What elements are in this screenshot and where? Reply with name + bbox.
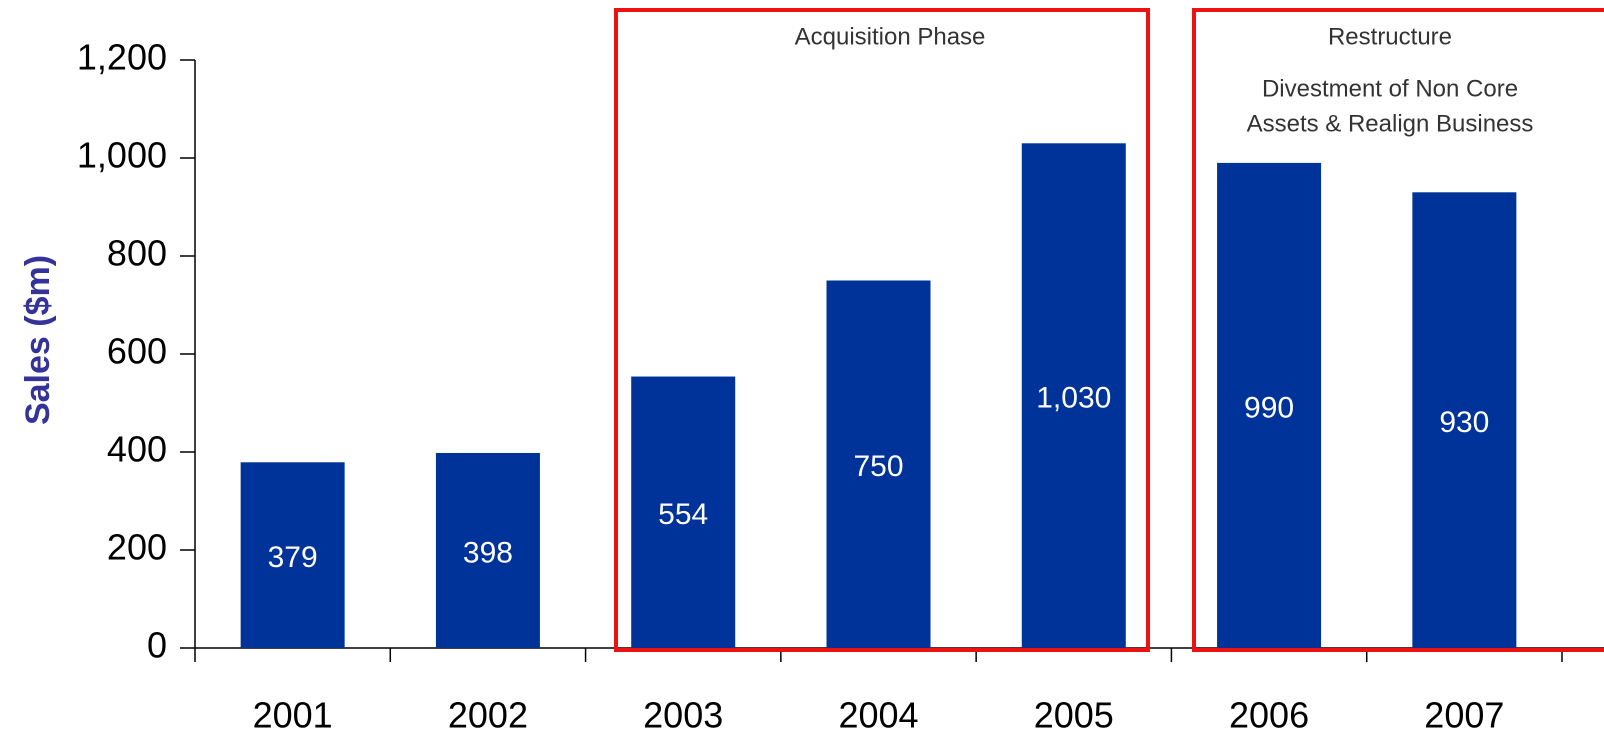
value-label: 990	[1244, 391, 1294, 424]
annotation-box	[1192, 8, 1604, 652]
bar	[1412, 192, 1517, 649]
y-tick-label: 800	[107, 233, 167, 274]
value-label: 750	[853, 450, 903, 483]
value-label: 930	[1439, 406, 1489, 439]
x-tick-label: 2003	[643, 695, 723, 736]
x-tick-label: 2002	[448, 695, 528, 736]
x-tick-label: 2001	[253, 695, 333, 736]
value-label: 1,030	[1036, 382, 1111, 415]
annotation-box	[614, 8, 1150, 652]
y-tick-label: 400	[107, 429, 167, 470]
annotation-text: Assets & Realign Business	[1247, 110, 1534, 137]
bar	[1217, 162, 1322, 648]
value-label: 398	[463, 536, 513, 569]
x-tick-label: 2007	[1424, 695, 1504, 736]
bar	[1021, 143, 1126, 649]
annotation-title: Restructure	[1328, 23, 1452, 50]
bar	[631, 376, 736, 648]
y-tick-label: 1,200	[77, 37, 167, 78]
bar	[435, 452, 540, 648]
y-axis-label: Sales ($m)	[19, 255, 57, 425]
y-tick-label: 1,000	[77, 135, 167, 176]
x-tick-label: 2006	[1229, 695, 1309, 736]
value-label: 554	[658, 498, 708, 531]
y-tick-label: 600	[107, 331, 167, 372]
bar	[240, 462, 345, 648]
annotation-title: Acquisition Phase	[795, 23, 986, 50]
bar	[826, 280, 931, 648]
y-tick-label: 0	[147, 625, 167, 666]
y-tick-label: 200	[107, 527, 167, 568]
annotation-text: Divestment of Non Core	[1262, 75, 1518, 102]
x-tick-label: 2005	[1034, 695, 1114, 736]
value-label: 379	[268, 541, 318, 574]
x-tick-label: 2004	[838, 695, 918, 736]
